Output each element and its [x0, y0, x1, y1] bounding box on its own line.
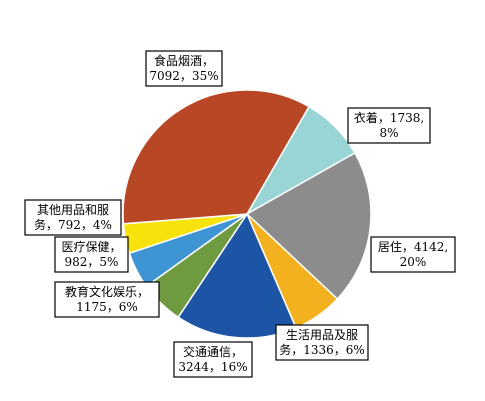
slice-label-line: 3244，16%: [178, 360, 247, 374]
slice-label-box: [347, 107, 431, 144]
slice-label-line: 居住，4142,: [378, 240, 448, 254]
slice-label-line: 教育文化娱乐，: [65, 284, 149, 299]
slice-label-box: [370, 236, 456, 273]
slice-label-line: 8%: [379, 126, 398, 140]
slice-label-8: 食品烟酒，7092，35%: [145, 50, 223, 87]
slice-label-line: 食品烟酒，: [154, 53, 214, 68]
slice-label-line: 交通通信，: [183, 344, 243, 359]
slice-label-4: 交通通信，3244，16%: [173, 341, 253, 378]
slice-label-box: [173, 341, 253, 378]
slice-label-5: 教育文化娱乐，1175，6%: [54, 281, 160, 318]
slice-label-1: 衣着，1738,8%: [347, 107, 431, 144]
slice-label-line: 982，5%: [65, 255, 119, 269]
slice-label-line: 其他用品和服: [37, 203, 109, 217]
slice-label-2: 居住，4142,20%: [370, 236, 456, 273]
slice-label-6: 医疗保健，982，5%: [54, 236, 129, 273]
pie-slice-8: [122, 89, 311, 225]
pie-slice-2: [245, 151, 372, 301]
pie-slices: [122, 89, 372, 339]
slice-label-box: [24, 199, 122, 236]
slice-label-box: [145, 50, 223, 87]
slice-label-line: 生活用品及服: [286, 328, 358, 342]
slice-label-line: 务，792，4%: [34, 217, 112, 232]
slice-label-box: [54, 236, 129, 273]
slice-label-box: [275, 324, 369, 361]
slice-label-box: [54, 281, 160, 318]
slice-label-line: 1175，6%: [76, 300, 138, 314]
slice-label-line: 20%: [400, 255, 427, 269]
slice-label-line: 务，1336，6%: [279, 342, 365, 357]
slice-label-line: 医疗保健，: [61, 240, 121, 254]
slice-label-line: 衣着，1738,: [354, 110, 424, 125]
slice-label-line: 7092，35%: [149, 69, 218, 83]
